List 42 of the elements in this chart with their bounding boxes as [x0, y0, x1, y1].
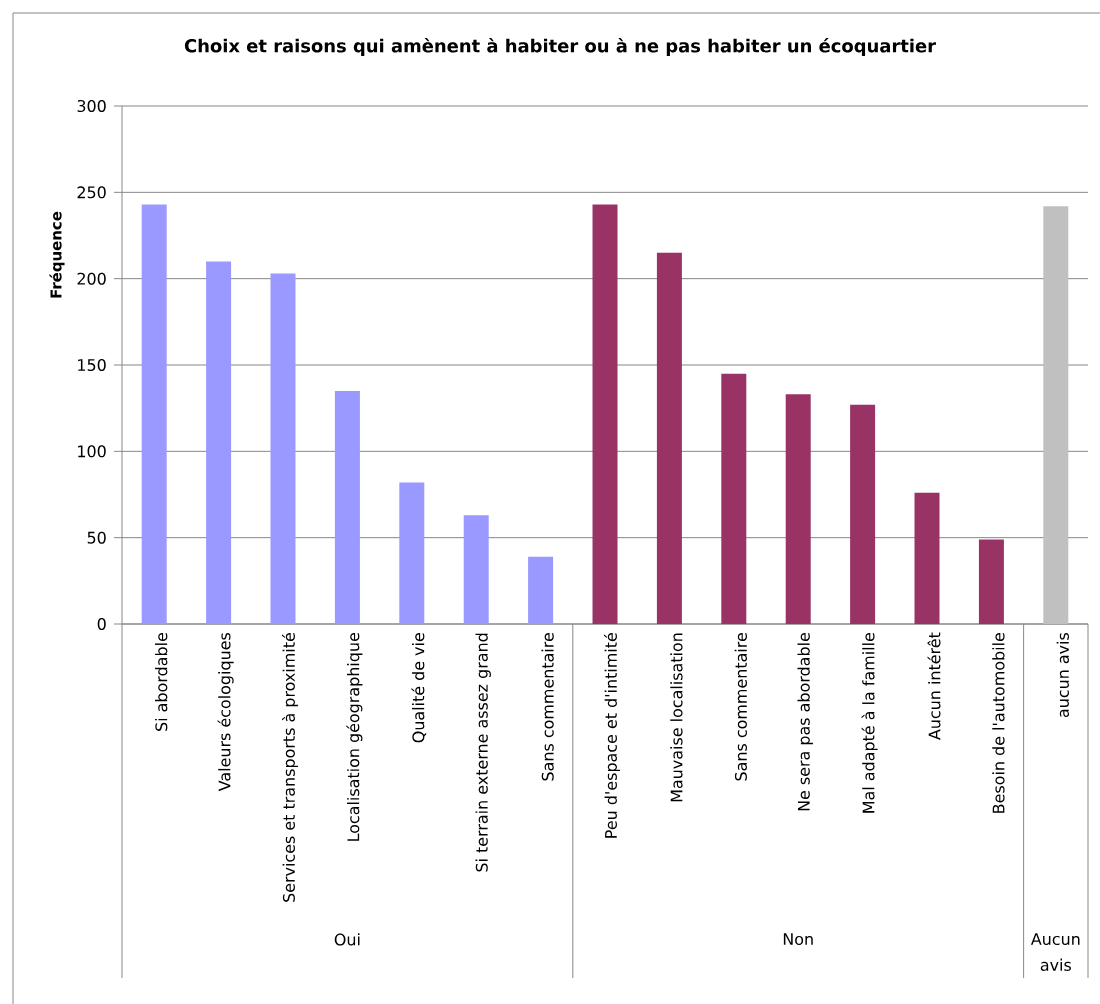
y-tick-label: 300: [77, 99, 106, 113]
bar: [206, 261, 232, 624]
bar: [850, 404, 876, 624]
x-tick-label: Mal adapté à la famille: [861, 633, 878, 813]
x-tick-label: Localisation géographique: [346, 633, 363, 841]
x-tick-label: Peu d'espace et d'intimité: [603, 633, 621, 838]
x-tick-label: Sans commentaire: [541, 633, 554, 781]
bar: [334, 390, 360, 624]
x-tick-label: Qualité de vie: [411, 633, 427, 743]
bar: [1043, 206, 1069, 624]
x-tick-label: Besoin de l'automobile: [992, 633, 1005, 813]
x-tick-label: Sans commentaire: [734, 633, 747, 781]
bar: [978, 539, 1004, 624]
x-tick-label: Ne sera pas abordable: [797, 633, 813, 811]
x-tick-label: aucun avis: [1056, 632, 1069, 718]
bar: [270, 273, 296, 624]
x-tick-label: Valeurs écologiques: [217, 632, 234, 792]
x-tick-label: Si terrain externe assez grand: [475, 633, 491, 872]
bar: [463, 515, 489, 624]
bar: [528, 556, 554, 624]
x-tick-label: Aucun intérêt: [927, 632, 941, 740]
bar: [914, 492, 940, 624]
bar: [592, 204, 618, 624]
y-axis-title: Fréquence: [49, 211, 65, 298]
y-tick-label: 200: [77, 272, 106, 285]
bar: [721, 373, 747, 624]
bar: [141, 204, 167, 624]
text: Oui: [334, 933, 360, 946]
x-tick-label: Si abordable: [155, 633, 168, 731]
bar: [399, 482, 425, 624]
y-tick-label: 100: [78, 445, 106, 458]
text: Non: [783, 933, 813, 946]
y-tick-label: 150: [78, 358, 106, 372]
y-tick-label: 0: [97, 617, 106, 631]
bar: [785, 394, 811, 624]
chart-title: Choix et raisons qui amènent à habiter ou à ne pas habiter un écoquartier: [184, 37, 936, 57]
bar: [656, 252, 682, 624]
text: Aucun avis: [1030, 933, 1080, 971]
y-tick-label: 250: [77, 186, 106, 199]
y-tick-label: 50: [87, 531, 106, 544]
x-tick-label: Mauvaise localisation: [670, 633, 683, 802]
x-tick-label: Services et transports à proximité: [281, 633, 299, 902]
